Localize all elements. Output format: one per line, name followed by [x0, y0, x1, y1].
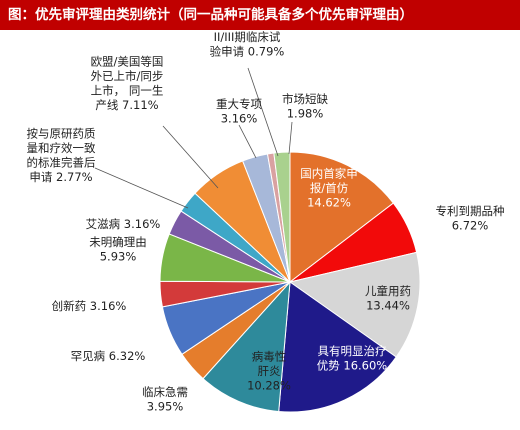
slice-label-line: 6.72% — [452, 218, 489, 232]
leader-line-11 — [162, 125, 219, 189]
slice-label-line: 产线 7.11% — [95, 98, 158, 112]
slice-label-line: 外已上市/同步 — [91, 69, 164, 83]
slice-label-line: 的标准完善后 — [27, 155, 96, 169]
slice-label-14: 市场短缺 1.98% — [282, 92, 328, 121]
slice-label-line: 上市， 同一生 — [91, 83, 164, 97]
slice-label-line: 专利到期品种 — [436, 204, 505, 218]
leader-line-14 — [288, 121, 293, 155]
slice-label-11: 欧盟/美国等国外已上市/同步上市， 同一生产线 7.11% — [91, 54, 164, 112]
slice-labels: 国内首家申报/首仿 14.62% 专利到期品种 6.72% 儿童用药 13.44% 具有明显… — [27, 30, 505, 414]
slice-label-6: 罕见病 6.32% — [71, 349, 146, 363]
slice-label-line: 临床急需 — [142, 385, 188, 399]
slice-label-line: 验申请 0.79% — [210, 44, 285, 58]
slice-label-line: 重大专项 — [216, 97, 262, 111]
slice-label-12: 重大专项 3.16% — [216, 97, 262, 126]
slice-label-line: 量和疗效一致 — [27, 141, 96, 155]
slice-label-line: 13.44% — [366, 298, 410, 312]
pie-slice-3 — [278, 281, 397, 413]
slice-label-line: 具有明显治疗 — [318, 344, 387, 358]
leader-line-12 — [238, 124, 257, 159]
slice-label-10: 按与原研药质量和疗效一致的标准完善后申请 2.77% — [27, 126, 96, 184]
slice-label-line: 5.93% — [100, 249, 137, 263]
chart-title: 图：优先审评理由类别统计（同一品种可能具备多个优先审评理由） — [0, 0, 520, 30]
slice-label-line: 优势 16.60% — [317, 358, 388, 372]
slice-label-13: II/III期临床试验申请 0.79% — [210, 30, 285, 59]
slice-label-line: 未明确理由 — [89, 235, 147, 249]
slice-label-2: 儿童用药 13.44% — [365, 284, 411, 313]
slice-label-line: II/III期临床试 — [214, 30, 281, 44]
pie-slice-14 — [273, 151, 291, 283]
pie-slices — [159, 151, 421, 413]
slice-label-line: 肝炎 — [258, 364, 281, 378]
slice-label-3: 具有明显治疗优势 16.60% — [317, 344, 388, 373]
slice-label-9: 艾滋病 3.16% — [86, 217, 161, 231]
pie-slice-0 — [289, 151, 395, 284]
slice-label-line: 国内首家申 — [300, 167, 358, 181]
leader-line-13 — [247, 67, 279, 157]
slice-label-5: 临床急需 3.95% — [142, 385, 188, 414]
slice-label-line: 市场短缺 — [282, 92, 328, 106]
slice-label-line: 3.95% — [147, 399, 184, 413]
slice-label-4: 病毒性肝炎 10.28% — [247, 350, 291, 393]
leader-line-10 — [94, 167, 189, 209]
slice-label-7: 创新药 3.16% — [52, 299, 127, 313]
pie-slice-4 — [202, 280, 291, 413]
slice-label-line: 申请 2.77% — [29, 170, 92, 184]
slice-label-line: 报/首仿 — [310, 181, 349, 195]
slice-label-line: 罕见病 6.32% — [71, 349, 146, 363]
slice-label-1: 专利到期品种 6.72% — [436, 204, 505, 233]
slice-label-line: 儿童用药 — [365, 284, 411, 298]
slice-label-line: 病毒性 — [252, 350, 287, 364]
slice-label-line: 10.28% — [247, 379, 291, 393]
slice-label-0: 国内首家申报/首仿 14.62% — [300, 167, 358, 210]
pie-slice-2 — [288, 251, 421, 358]
slice-label-line: 创新药 3.16% — [52, 299, 127, 313]
slice-label-line: 1.98% — [287, 106, 324, 120]
leader-lines — [94, 67, 293, 209]
slice-label-line: 欧盟/美国等国 — [91, 54, 164, 68]
slice-label-line: 按与原研药质 — [27, 126, 96, 140]
slice-label-line: 14.62% — [307, 196, 351, 210]
slice-label-line: 3.16% — [221, 111, 258, 125]
slice-label-8: 未明确理由 5.93% — [89, 235, 147, 263]
slice-label-line: 艾滋病 3.16% — [86, 217, 161, 231]
